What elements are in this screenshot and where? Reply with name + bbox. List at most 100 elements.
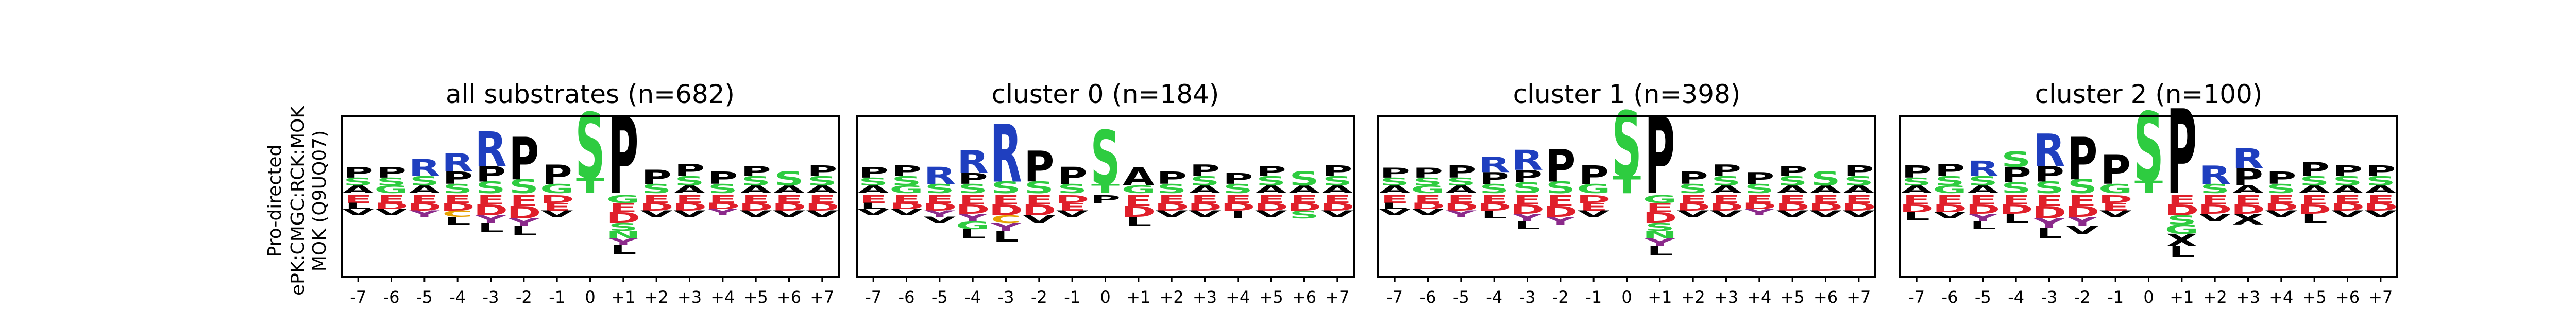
logo-letter-up--7-2: P (343, 164, 374, 181)
logo-letter-down--2-0: E (1025, 193, 1053, 208)
logo-letter-down-+4-0: E (708, 193, 737, 205)
logo-letter-up-+7-0: A (2365, 183, 2397, 196)
logo-letter-up-+4-1: P (1223, 170, 1253, 187)
logo-letter-down--7-0: E (859, 193, 888, 205)
logo-letter-up--3-1: R (990, 108, 1022, 200)
logo-letter-up-+3-2: P (674, 161, 705, 180)
logo-letter-up-+7-1: S (1323, 174, 1352, 189)
logo-letter-up-+1-1: A (1123, 162, 1155, 192)
logo-letter-down--4-3: G (956, 219, 990, 232)
logo-letter-up--2-1: P (1545, 141, 1575, 192)
logo-letter-down-+2-2: V (2199, 212, 2231, 224)
x-tick-label: 0 (1100, 287, 1110, 307)
logo-letter-down-+5-2: L (2301, 212, 2328, 227)
logo-letter-up--7-1: S (343, 176, 373, 188)
logo-letter-down-+1-0: E (2167, 193, 2196, 208)
x-tick-label: -7 (1908, 287, 1925, 307)
logo-letter-down--2-0: E (510, 193, 538, 210)
logo-letter-down--3-0: E (477, 193, 505, 208)
logo-letter-down--3-3: Y (990, 221, 1022, 233)
logo-letter-down--6-2: V (1412, 208, 1444, 217)
x-tick-label: +3 (2236, 287, 2260, 307)
logo-letter-up--6-0: G (374, 183, 408, 196)
logo-letter-down-+1-4: X (2166, 231, 2198, 250)
logo-letter-down-+4-2: V (2265, 209, 2297, 219)
logo-letter-up-+3-0: A (1189, 183, 1221, 196)
logo-letter-down--5-0: E (925, 193, 954, 205)
logo-letter-up--6-1: S (1935, 174, 1965, 189)
logo-letter-up--4-2: S (2001, 148, 2031, 173)
logo-letter-up-+6-1: S (774, 168, 804, 190)
logo-letter-down-+1-0: E (1124, 193, 1153, 210)
logo-letter-down--1-1: E (543, 201, 571, 213)
logo-letter-down-+5-2: V (1776, 209, 1808, 219)
logo-letter-down-+1-4: N (606, 229, 640, 241)
logo-letter-up-+3-2: R (2232, 143, 2264, 175)
logo-letter-down-+7-2: V (1321, 209, 1353, 219)
ylabel-line-2: ePK:CMGC:RCK:MOK (287, 106, 309, 296)
logo-letter-down-+3-0: E (1712, 193, 1740, 205)
logo-letter-down--7-0: E (344, 193, 372, 205)
logo-letter-down--6-1: D (1933, 202, 1967, 215)
logo-letter-down-+3-2: V (1189, 209, 1221, 219)
x-tick-label: +1 (2170, 287, 2194, 307)
logo-letter-up--5-0: A (1967, 183, 1999, 196)
logo-letter-up-+3-1: S (1190, 174, 1220, 189)
logo-letter-up-+5-0: A (1255, 183, 1287, 196)
logo-letter-up--4-1: P (958, 170, 988, 187)
logo-letter-up-+7-1: S (807, 174, 837, 189)
logo-letter-down--7-2: L (1904, 210, 1930, 222)
logo-letter-down-+3-1: D (672, 201, 707, 213)
logo-letter-up-+5-2: P (1777, 163, 1808, 179)
logo-letter-up-+5-0: A (1776, 183, 1809, 196)
logo-letter-down-+5-0: E (1778, 193, 1807, 205)
logo-letter-up--7-2: P (858, 164, 889, 181)
logo-letter-up--6-0: G (889, 183, 923, 196)
x-tick-label: -4 (2008, 287, 2024, 307)
x-tick-label: -2 (516, 287, 532, 307)
x-tick-label: +2 (645, 287, 669, 307)
logo-letter-down--1-0: D (1577, 193, 1611, 205)
logo-letter-up--4-2: R (442, 148, 473, 178)
logo-letter-down--3-2: Y (475, 213, 507, 226)
logo-letter-down--2-0: E (1546, 193, 1574, 210)
x-tick-label: -3 (2041, 287, 2058, 307)
logo-letter-down--4-2: L (2003, 212, 2029, 227)
logo-letter-down--3-0: E (992, 193, 1020, 208)
logo-letter-up-+3-2: P (1190, 162, 1220, 180)
logo-letter-up-+6-0: A (773, 183, 805, 196)
logo-letter-down-+2-2: V (1156, 209, 1188, 219)
logo-letter-down--3-3: L (2036, 225, 2062, 242)
logo-letter-down-+4-2: I (1230, 209, 1246, 221)
logo-letter-down-+2-2: V (640, 209, 672, 219)
logo-letter-up-+6-0: A (2331, 183, 2364, 196)
x-tick-label: +7 (1325, 287, 1349, 307)
logo-letter-up-+3-2: P (1711, 162, 1741, 180)
logo-letter-up--7-1: S (858, 176, 888, 188)
logo-letter-down--5-1: D (922, 201, 957, 213)
panel-title: cluster 1 (n=398) (1513, 79, 1741, 109)
x-tick-label: -3 (998, 287, 1014, 307)
logo-letter-up--1-1: P (2100, 146, 2131, 194)
logo-letter-down--7-2: V (342, 208, 374, 217)
logo-letter-up-+5-1: S (1777, 174, 1807, 189)
logo-letter-up--4-1: P (1479, 169, 1510, 188)
logo-letter-down-+1-2: S (2167, 213, 2197, 228)
logo-letter-down-+1-3: G (2165, 222, 2199, 237)
x-tick-label: -2 (2074, 287, 2091, 307)
logo-letter-down-+1-3: S (1645, 221, 1675, 233)
logo-letter-up-+5-0: A (740, 183, 772, 196)
logo-letter-up--7-0: A (1379, 183, 1411, 196)
x-tick-label: 0 (2143, 287, 2154, 307)
logo-letter-down--7-1: L (860, 201, 887, 211)
logo-letter-down--2-3: V (2066, 224, 2099, 236)
logo-letter-up--5-1: R (924, 162, 956, 190)
logo-letter-down--3-3: L (478, 221, 504, 236)
x-tick-label: -1 (549, 287, 565, 307)
logo-letter-down-+1-2: L (1125, 215, 1151, 230)
panel-title: cluster 0 (n=184) (992, 79, 1219, 109)
logo-letter-down--3-4: L (993, 228, 1019, 245)
logo-letter-down-+4-1: D (705, 201, 740, 211)
logo-letter-down-+3-1: D (2231, 202, 2265, 217)
